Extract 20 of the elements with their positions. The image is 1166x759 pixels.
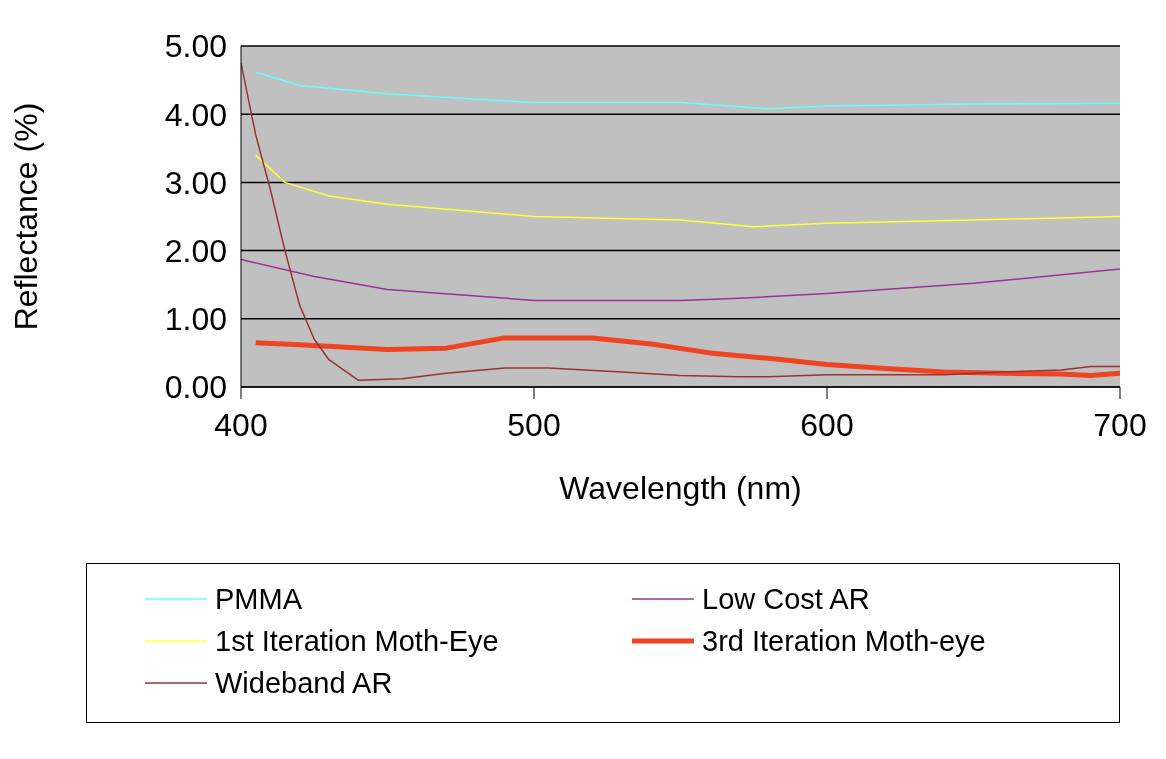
x-tick-label: 400 xyxy=(214,406,268,443)
legend-label: PMMA xyxy=(215,582,302,616)
y-tick-label: 1.00 xyxy=(164,301,227,338)
line-series xyxy=(241,258,1120,302)
legend-label: Wideband AR xyxy=(215,666,393,700)
y-axis-title: Reflectance (%) xyxy=(8,102,45,331)
legend-label: 1st Iteration Moth-Eye xyxy=(215,624,499,658)
y-tick-label: 5.00 xyxy=(164,28,227,65)
y-tick-label: 4.00 xyxy=(164,96,227,133)
x-axis-title: Wavelength (nm) xyxy=(559,470,802,506)
legend-label: 3rd Iteration Moth-eye xyxy=(702,624,986,658)
x-tick-label: 600 xyxy=(800,406,854,443)
x-tick-label: 700 xyxy=(1093,406,1147,443)
line-series xyxy=(254,154,1120,228)
legend-label: Low Cost AR xyxy=(702,582,870,616)
y-tick-label: 0.00 xyxy=(164,369,227,406)
line-series xyxy=(254,71,1120,110)
y-tick-label: 3.00 xyxy=(164,164,227,201)
y-tick-label: 2.00 xyxy=(164,232,227,269)
x-tick-label: 500 xyxy=(507,406,561,443)
